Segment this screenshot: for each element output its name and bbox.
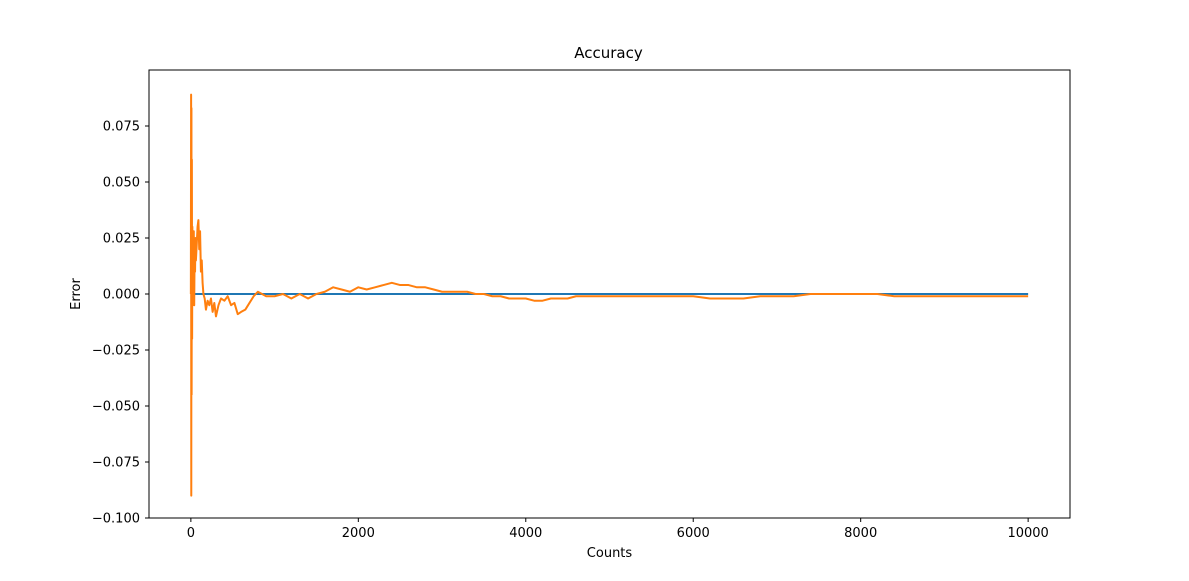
chart-title: Accuracy xyxy=(574,44,643,62)
y-tick-label: −0.075 xyxy=(92,456,140,471)
series-layer xyxy=(189,93,1029,497)
x-axis-label: Counts xyxy=(587,546,633,561)
x-tick-label: 0 xyxy=(187,526,195,541)
y-axis-label: Error xyxy=(69,278,84,310)
y-tick-label: 0.075 xyxy=(103,120,140,135)
y-tick-label: −0.025 xyxy=(92,344,140,359)
x-tick-label: 4000 xyxy=(509,526,542,541)
y-tick-label: 0.000 xyxy=(103,288,140,303)
x-tick-label: 6000 xyxy=(677,526,710,541)
x-tick-label: 2000 xyxy=(342,526,375,541)
x-tick-label: 8000 xyxy=(844,526,877,541)
y-tick-label: 0.050 xyxy=(103,176,140,191)
series-line-2 xyxy=(189,93,1029,497)
y-axis: −0.100 −0.075 −0.050 −0.025 0.000 0.025 0.050 0… xyxy=(92,120,149,527)
y-tick-label: −0.050 xyxy=(92,400,140,415)
x-axis: 0 2000 4000 6000 8000 10000 xyxy=(187,518,1049,541)
x-tick-label: 10000 xyxy=(1007,526,1048,541)
y-tick-label: 0.025 xyxy=(103,232,140,247)
y-tick-label: −0.100 xyxy=(92,512,140,527)
